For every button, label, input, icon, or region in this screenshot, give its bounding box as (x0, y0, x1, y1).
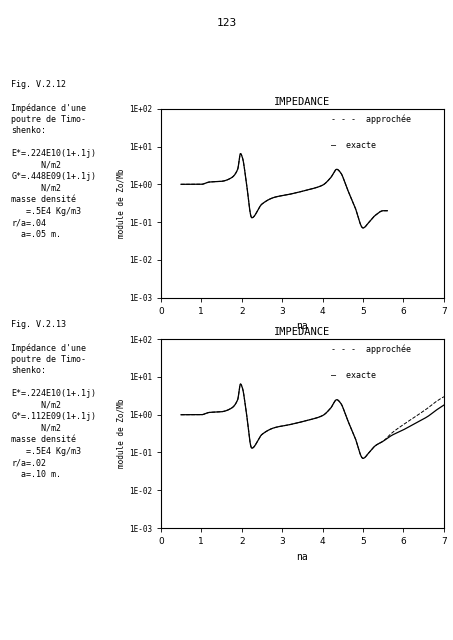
Text: 123: 123 (217, 18, 236, 28)
Y-axis label: module de Zo/Mb: module de Zo/Mb (117, 168, 126, 238)
X-axis label: na: na (297, 321, 308, 331)
Title: IMPEDANCE: IMPEDANCE (274, 327, 331, 337)
Text: - - -  approchée: - - - approchée (331, 115, 411, 124)
Text: —  exacte: — exacte (331, 141, 376, 150)
Text: —  exacte: — exacte (331, 371, 376, 380)
X-axis label: na: na (297, 552, 308, 561)
Title: IMPEDANCE: IMPEDANCE (274, 97, 331, 107)
Y-axis label: module de Zo/Mb: module de Zo/Mb (117, 399, 126, 468)
Text: Fig. V.2.13

Impédance d'une
poutre de Timo-
shenko:

E*=.224E10(1+.1j)
      N/: Fig. V.2.13 Impédance d'une poutre de Ti… (11, 320, 96, 479)
Text: Fig. V.2.12

Impédance d'une
poutre de Timo-
shenko:

E*=.224E10(1+.1j)
      N/: Fig. V.2.12 Impédance d'une poutre de Ti… (11, 80, 96, 239)
Text: - - -  approchée: - - - approchée (331, 345, 411, 355)
